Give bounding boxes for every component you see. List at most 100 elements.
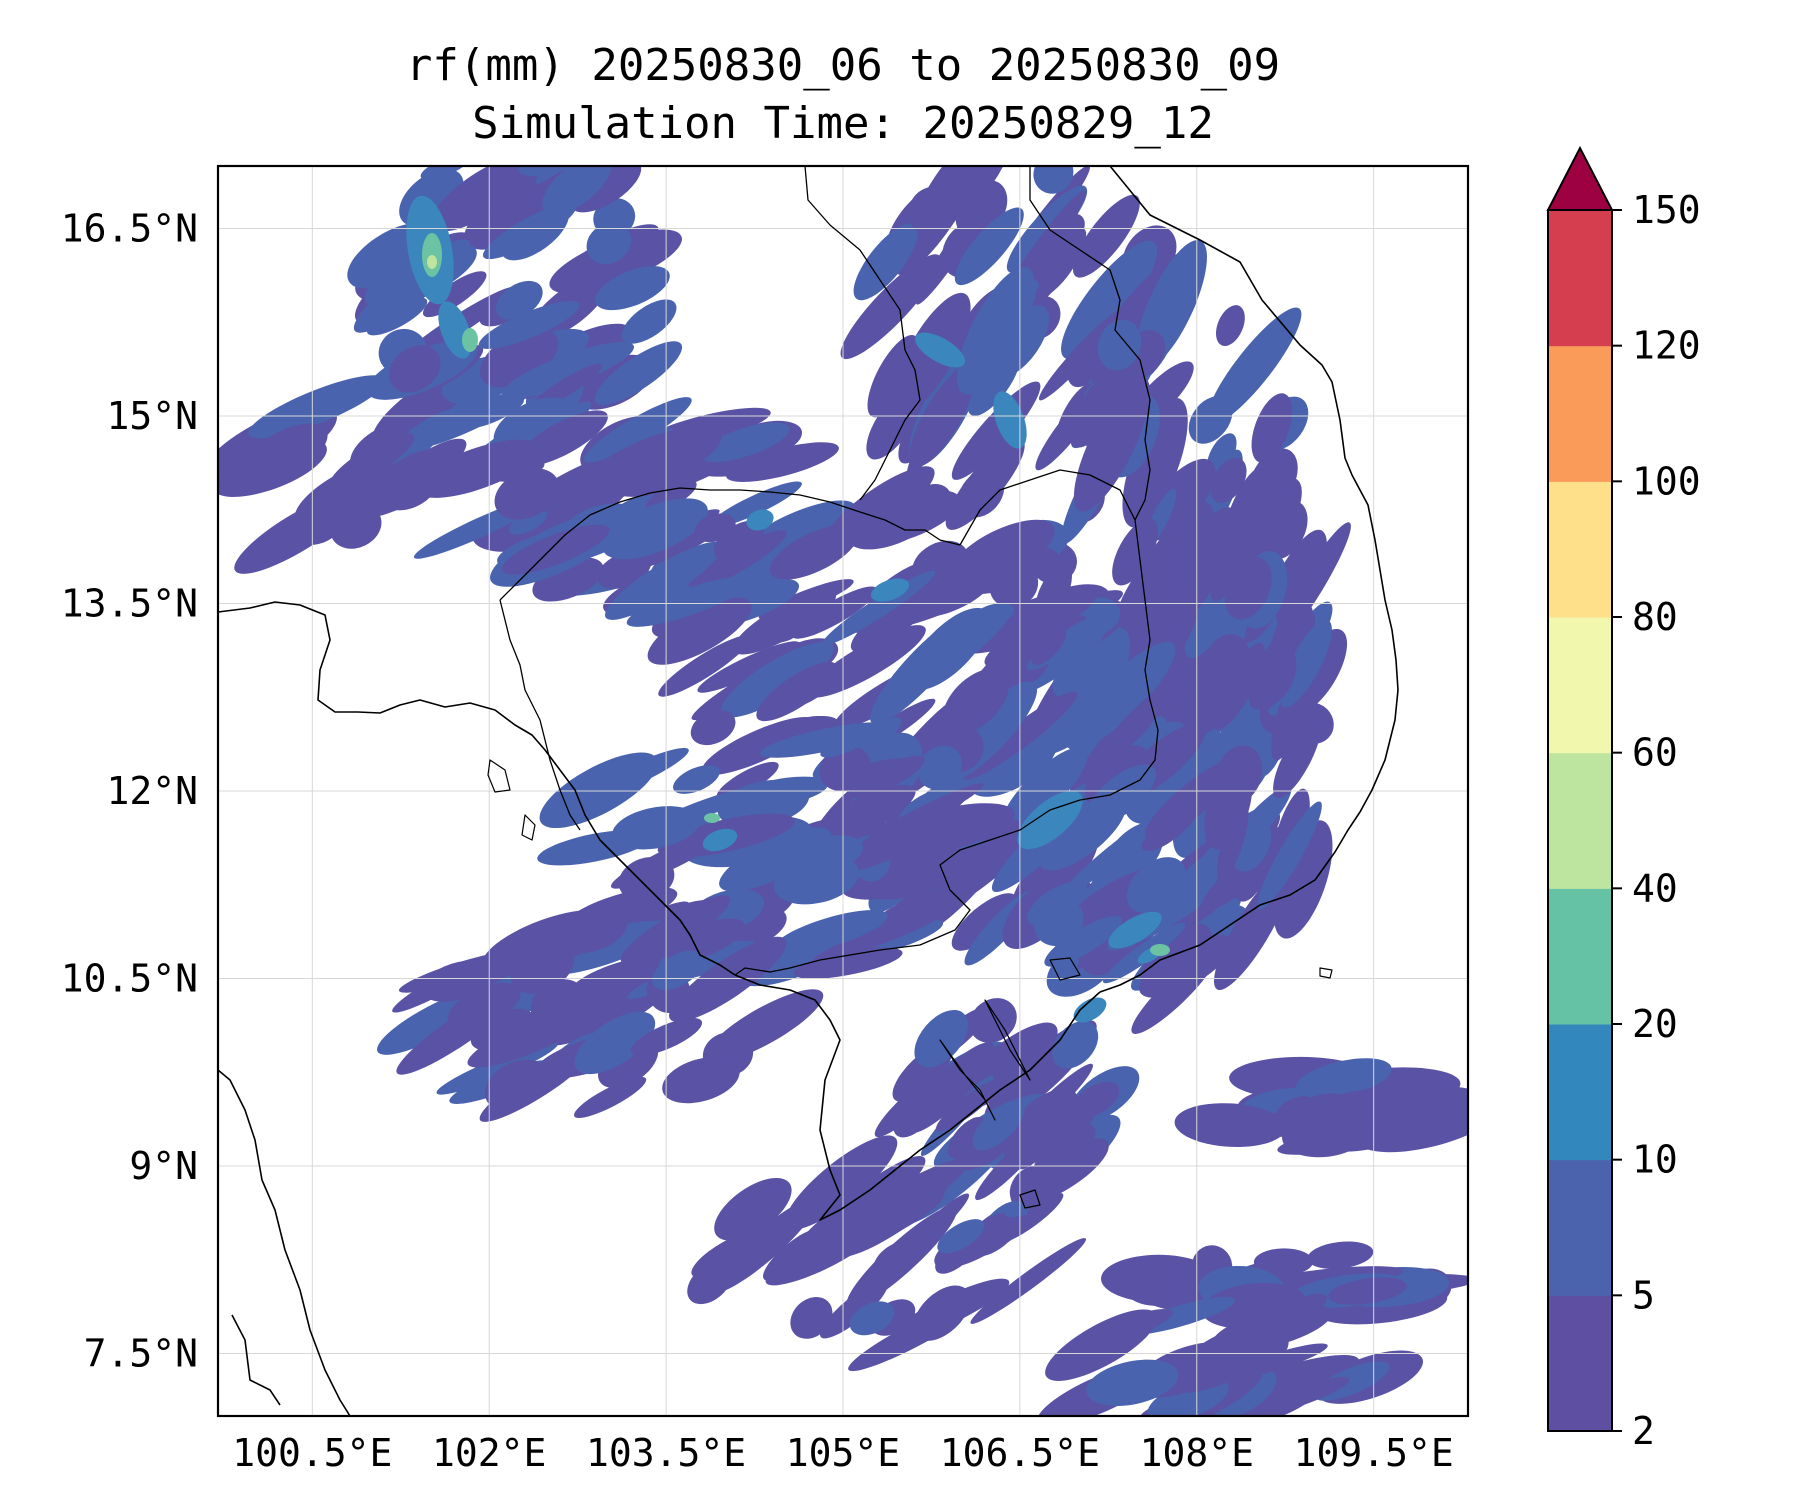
rain-cell bbox=[945, 438, 1025, 530]
rain-cell bbox=[1253, 1248, 1314, 1276]
rain-cell bbox=[1356, 1095, 1468, 1153]
rain-cell bbox=[908, 186, 956, 236]
rain-cell bbox=[344, 450, 430, 513]
rain-cell bbox=[594, 341, 683, 405]
rain-cell bbox=[914, 1009, 968, 1068]
rain-cell bbox=[1273, 820, 1333, 939]
rain-cell bbox=[956, 266, 1035, 395]
colorbar-segment bbox=[1548, 210, 1612, 347]
colorbar-frame bbox=[1547, 209, 1613, 1432]
rain-cell bbox=[857, 783, 984, 850]
colorbar-segment bbox=[1548, 345, 1612, 482]
rain-cell bbox=[1244, 477, 1302, 556]
rain-cell bbox=[824, 800, 875, 842]
rain-core bbox=[746, 509, 774, 531]
colorbar-segment bbox=[1548, 481, 1612, 618]
coastlines-and-borders bbox=[218, 166, 1399, 1416]
x-tick-label: 106.5°E bbox=[940, 1431, 1100, 1475]
rain-cell bbox=[759, 722, 892, 758]
rain-cell bbox=[422, 271, 487, 318]
rain-cell bbox=[694, 513, 736, 543]
rain-cell bbox=[1251, 393, 1293, 463]
rain-cell bbox=[1031, 628, 1067, 666]
rain-cell bbox=[702, 1032, 754, 1077]
rain-cell bbox=[792, 586, 878, 639]
rain-cell bbox=[465, 397, 524, 429]
rain-cell bbox=[756, 661, 838, 722]
rain-cell bbox=[947, 1117, 986, 1159]
rain-cell bbox=[942, 668, 1009, 734]
border-cambodia-vietnam bbox=[734, 519, 1159, 976]
rain-cell bbox=[813, 911, 944, 962]
rain-cell bbox=[583, 397, 692, 463]
colorbar-segment bbox=[1548, 1024, 1612, 1161]
colorbar-tick-label: 5 bbox=[1632, 1273, 1655, 1317]
rain-cell bbox=[1056, 1097, 1097, 1140]
rain-cell bbox=[1073, 376, 1151, 512]
x-tick-label: 103.5°E bbox=[586, 1431, 746, 1475]
y-tick-label: 15°N bbox=[106, 394, 198, 438]
rain-cell bbox=[482, 202, 577, 260]
rain-cell bbox=[595, 266, 670, 311]
rain-cell bbox=[1044, 916, 1122, 967]
rain-cell bbox=[495, 280, 543, 320]
rain-cell bbox=[714, 1177, 792, 1241]
rain-cell bbox=[1206, 307, 1302, 425]
rain-cell bbox=[539, 752, 658, 829]
rain-cell bbox=[1033, 166, 1074, 194]
rain-cell bbox=[711, 1198, 817, 1293]
rain-cell bbox=[478, 301, 580, 349]
colorbar-tick-label: 20 bbox=[1632, 1002, 1678, 1046]
rain-cell bbox=[893, 1085, 941, 1138]
rain-cell bbox=[1250, 1377, 1350, 1416]
rain-cell bbox=[647, 597, 752, 665]
rain-cell bbox=[1147, 1378, 1229, 1416]
y-tick-label: 12°N bbox=[106, 769, 198, 813]
y-tick-label: 13.5°N bbox=[61, 582, 198, 626]
rain-core bbox=[702, 828, 738, 852]
colorbar-tick-label: 40 bbox=[1632, 866, 1678, 910]
rainfall-contours bbox=[218, 166, 1468, 1416]
gridlines bbox=[218, 166, 1468, 1416]
rain-cell bbox=[621, 299, 677, 344]
rain-cell bbox=[605, 541, 723, 620]
rain-cell bbox=[1089, 1309, 1173, 1345]
rain-cell bbox=[719, 827, 832, 892]
colorbar-segment bbox=[1548, 752, 1612, 889]
rain-cell bbox=[292, 500, 345, 545]
rain-core-peak bbox=[427, 255, 437, 269]
rain-core bbox=[993, 391, 1027, 449]
rain-cell bbox=[248, 375, 386, 439]
rain-cell bbox=[436, 1041, 558, 1095]
rain-cell bbox=[551, 950, 668, 1029]
rain-cell bbox=[954, 207, 1024, 286]
rain-cell bbox=[970, 1238, 1087, 1324]
rain-cell bbox=[699, 422, 790, 463]
rain-cell bbox=[935, 1079, 1002, 1132]
colorbar-tick-label: 120 bbox=[1632, 324, 1701, 368]
rain-cell bbox=[763, 607, 805, 643]
colorbar-tick-label: 80 bbox=[1632, 595, 1678, 639]
rain-cell bbox=[618, 856, 675, 901]
rain-cell bbox=[1019, 622, 1109, 693]
rain-cell bbox=[542, 166, 612, 215]
rain-cell bbox=[807, 625, 926, 698]
rain-cell bbox=[1063, 811, 1167, 895]
rain-cell bbox=[773, 854, 859, 905]
rain-cell bbox=[1257, 801, 1322, 910]
rain-cell bbox=[1086, 764, 1156, 825]
rain-cell bbox=[952, 547, 1059, 595]
rain-cell bbox=[1215, 305, 1245, 347]
rain-cell bbox=[917, 745, 962, 790]
rain-core bbox=[1073, 997, 1107, 1023]
rain-cell bbox=[872, 1241, 918, 1281]
colorbar-tick-label: 100 bbox=[1632, 459, 1701, 503]
rain-cell bbox=[773, 910, 888, 954]
rain-cell bbox=[502, 341, 634, 399]
rain-cell bbox=[937, 1219, 985, 1254]
rain-cell bbox=[389, 345, 441, 393]
rain-cell bbox=[602, 498, 708, 560]
border-cambodia-west bbox=[499, 599, 581, 831]
colorbar-extend-arrow bbox=[1546, 145, 1614, 211]
